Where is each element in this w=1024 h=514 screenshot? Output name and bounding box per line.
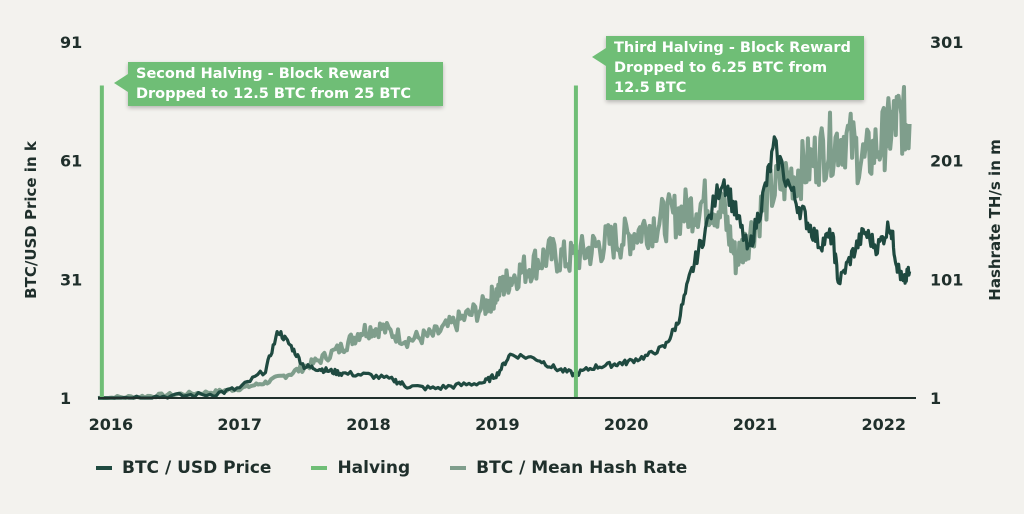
chart-legend: BTC / USD Price Halving BTC / Mean Hash … [96,458,727,478]
second-halving-callout: Second Halving - Block Reward Dropped to… [114,62,443,106]
x-tick-label: 2022 [862,415,907,434]
legend-item-hashrate: BTC / Mean Hash Rate [450,458,687,478]
price-series-line [98,135,912,400]
y-right-tick-label: 101 [930,270,963,289]
legend-item-halving: Halving [311,458,410,478]
legend-swatch-hashrate [450,466,467,470]
third-halving-text-3: 12.5 BTC [614,80,687,96]
hashrate-series-line [97,85,912,400]
x-tick-label: 2017 [217,415,262,434]
x-tick-label: 2018 [346,415,391,434]
x-tick-label: 2021 [733,415,778,434]
third-halving-text-1: Third Halving - Block Reward [614,40,851,56]
x-tick-label: 2016 [89,415,134,434]
legend-label-price: BTC / USD Price [122,458,272,478]
y-right-tick-label: 1 [930,389,941,408]
legend-swatch-price [96,466,112,470]
legend-label-halving: Halving [337,458,411,478]
third-halving-callout: Third Halving - Block Reward Dropped to … [592,36,864,100]
y-right-tick-label: 201 [930,152,963,171]
legend-swatch-halving [311,466,328,470]
second-halving-text-2: Dropped to 12.5 BTC from 25 BTC [136,86,411,102]
y-left-tick-label: 61 [60,152,82,171]
y-left-tick-label: 1 [60,389,71,408]
y-right-tick-label: 301 [930,33,963,52]
third-halving-text-2: Dropped to 6.25 BTC from [614,60,828,76]
legend-label-hashrate: BTC / Mean Hash Rate [476,458,688,478]
legend-item-price: BTC / USD Price [96,458,271,478]
x-tick-label: 2019 [475,415,520,434]
x-tick-label: 2020 [604,415,649,434]
y-right-axis-title: Hashrate TH/s in m [986,139,1004,300]
y-left-axis-title: BTC/USD Price in k [22,140,40,299]
y-left-tick-label: 91 [60,33,82,52]
y-left-tick-label: 31 [60,270,82,289]
second-halving-text-1: Second Halving - Block Reward [136,66,390,82]
